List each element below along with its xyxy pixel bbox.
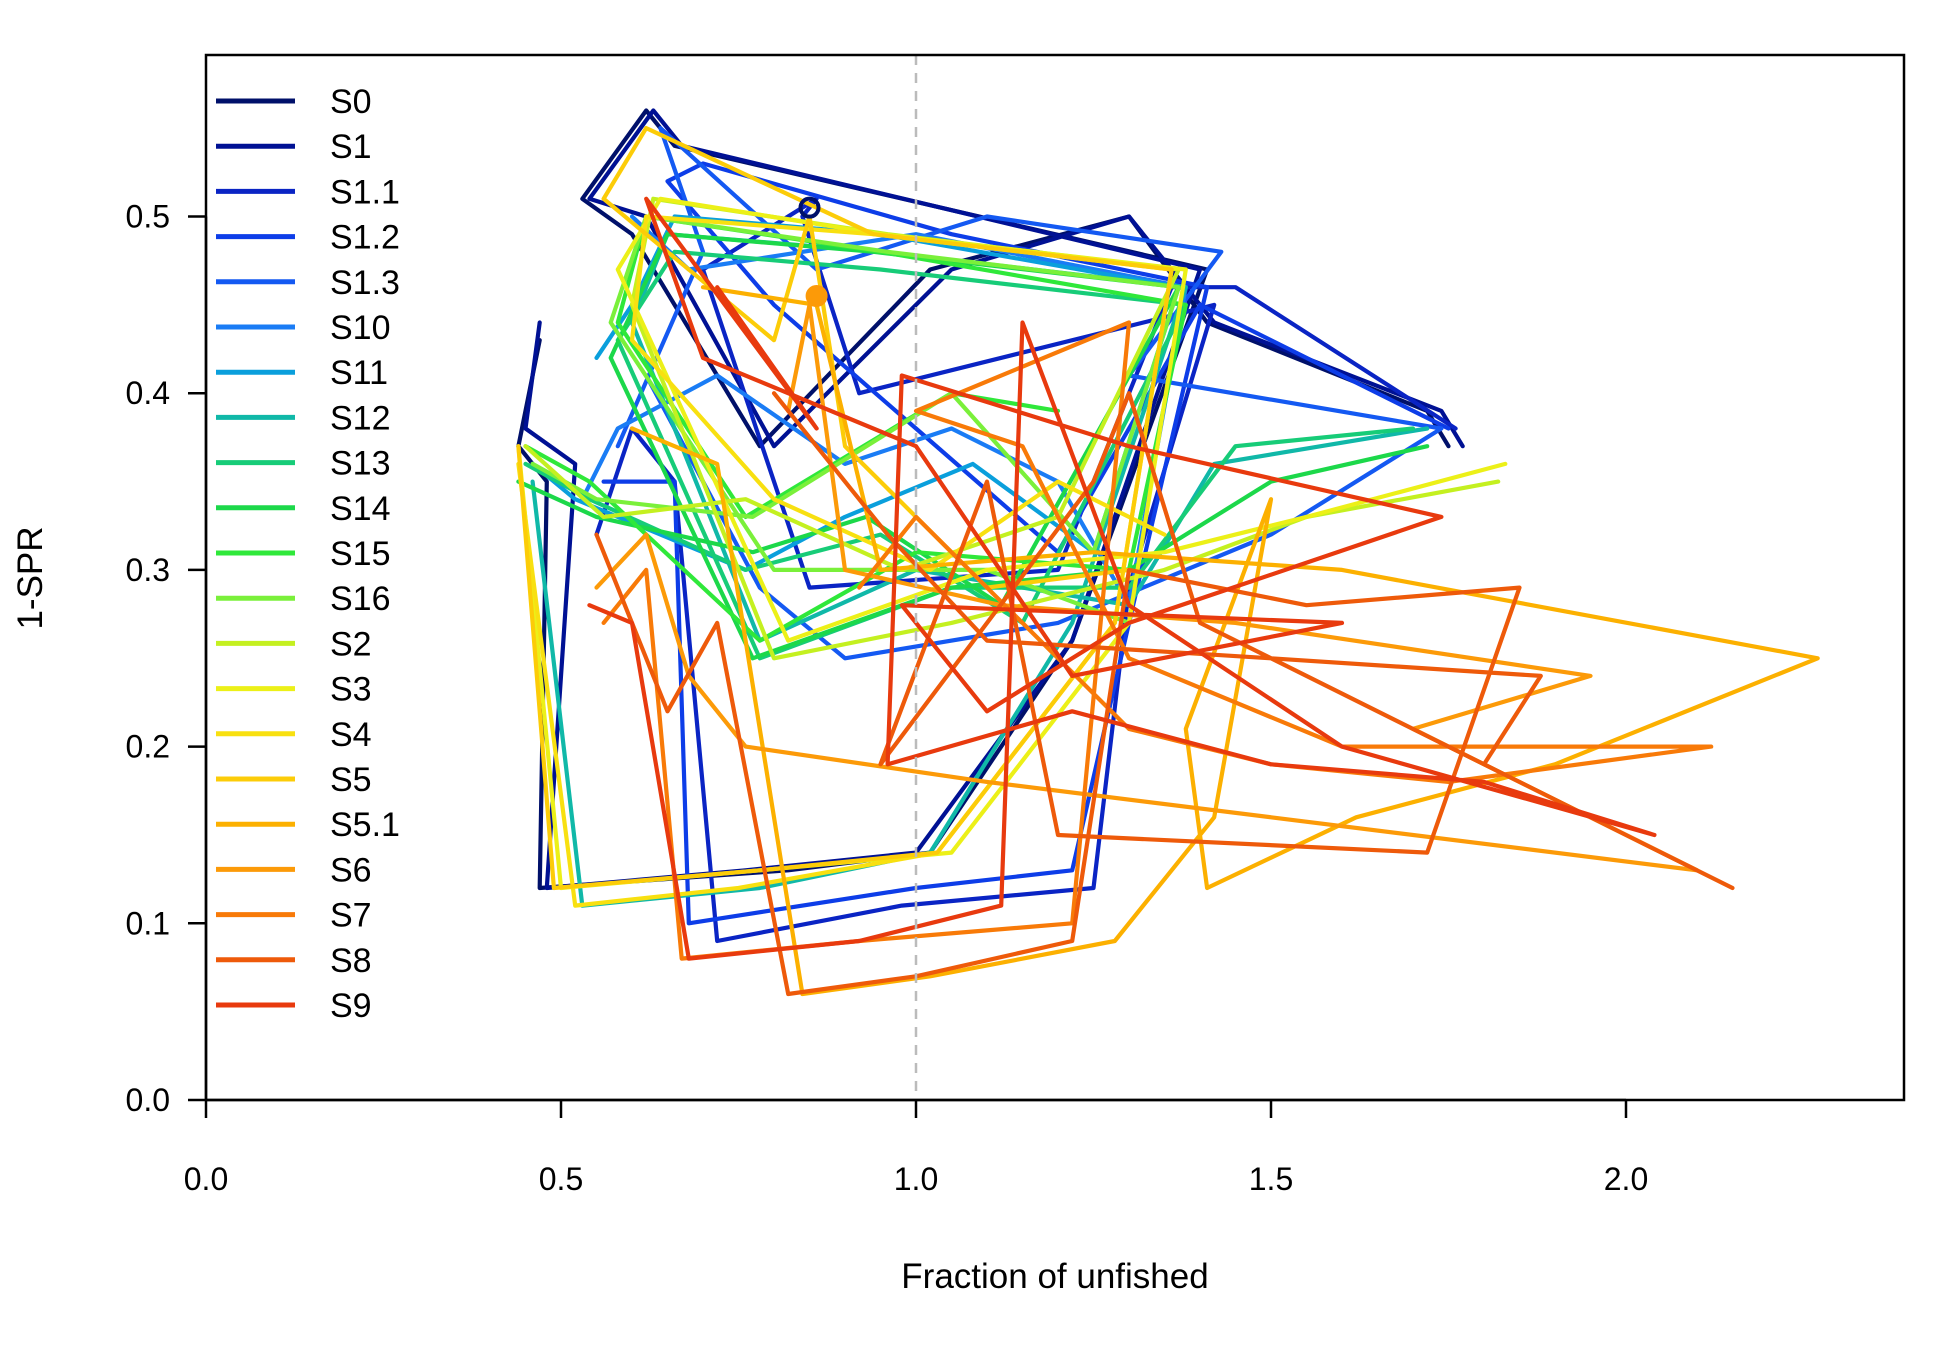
- legend: S0 S1 S1.1 S1.2 S1.3 S10 S11 S12 S13 S14 S15 S16 S2 S…: [216, 83, 400, 1025]
- legend-item-S14: S14: [216, 490, 391, 528]
- marker-S6: [805, 285, 828, 308]
- legend-item-S1: S1: [216, 128, 372, 166]
- series-line-S14: [516, 232, 1430, 661]
- series-line-S15: [523, 214, 1188, 643]
- y-tick-label: 0.1: [126, 905, 170, 941]
- legend-item-S1.2: S1.2: [216, 219, 400, 257]
- x-tick-label: 1.5: [1249, 1161, 1293, 1197]
- legend-item-S16: S16: [216, 580, 391, 618]
- legend-label: S1.2: [330, 219, 400, 257]
- legend-item-S8: S8: [216, 942, 372, 980]
- legend-label: S1.1: [330, 173, 400, 211]
- legend-label: S1: [330, 128, 372, 166]
- legend-item-S3: S3: [216, 671, 372, 709]
- marker-S0: [798, 196, 821, 219]
- x-tick-label: 0.0: [184, 1161, 228, 1197]
- legend-label: S5: [330, 761, 372, 799]
- legend-label: S11: [330, 354, 388, 392]
- legend-label: S7: [330, 897, 372, 935]
- series-line-S8: [594, 391, 1735, 997]
- series-line-S1: [523, 108, 1465, 891]
- legend-item-S13: S13: [216, 445, 391, 483]
- x-tick-label: 2.0: [1604, 1161, 1648, 1197]
- y-axis-title: 1-SPR: [11, 526, 50, 629]
- x-tick-label: 1.0: [894, 1161, 938, 1197]
- y-tick-label: 0.0: [126, 1082, 170, 1118]
- legend-item-S1.3: S1.3: [216, 264, 400, 302]
- legend-label: S12: [330, 399, 391, 437]
- legend-item-S6: S6: [216, 851, 372, 889]
- y-tick-label: 0.2: [126, 729, 170, 765]
- legend-item-S5: S5: [216, 761, 372, 799]
- legend-item-S0: S0: [216, 83, 372, 121]
- series-line-S7: [601, 320, 1714, 961]
- legend-item-S12: S12: [216, 399, 391, 437]
- legend-label: S0: [330, 83, 372, 121]
- legend-item-S5.1: S5.1: [216, 806, 400, 844]
- x-axis: 0.0 0.5 1.0 1.5 2.0: [184, 1098, 1648, 1197]
- legend-label: S9: [330, 987, 372, 1025]
- series-line-S9: [587, 196, 1657, 961]
- legend-label: S16: [330, 580, 391, 618]
- y-tick-label: 0.4: [126, 375, 170, 411]
- legend-item-S9: S9: [216, 987, 372, 1025]
- series-line-S5: [516, 126, 1174, 891]
- y-tick-label: 0.3: [126, 552, 170, 588]
- legend-label: S3: [330, 671, 372, 709]
- legend-label: S15: [330, 535, 391, 573]
- legend-label: S4: [330, 716, 372, 754]
- marker-layer: [798, 196, 828, 308]
- x-tick-label: 0.5: [539, 1161, 583, 1197]
- legend-item-S11: S11: [216, 354, 388, 392]
- y-axis: 0.0 0.1 0.2 0.3 0.4 0.5: [126, 199, 208, 1118]
- legend-label: S1.3: [330, 264, 400, 302]
- legend-label: S8: [330, 942, 372, 980]
- legend-label: S6: [330, 851, 372, 889]
- series-layer: [516, 108, 1820, 997]
- legend-label: S2: [330, 625, 372, 663]
- legend-item-S7: S7: [216, 897, 372, 935]
- legend-label: S10: [330, 309, 391, 347]
- legend-label: S13: [330, 445, 391, 483]
- legend-label: S14: [330, 490, 391, 528]
- legend-item-S2: S2: [216, 625, 372, 663]
- legend-item-S4: S4: [216, 716, 372, 754]
- legend-item-S15: S15: [216, 535, 391, 573]
- y-tick-label: 0.5: [126, 199, 170, 235]
- legend-label: S5.1: [330, 806, 400, 844]
- x-axis-title: Fraction of unfished: [901, 1257, 1208, 1296]
- legend-item-S10: S10: [216, 309, 391, 347]
- series-line-S1.2: [601, 161, 1451, 926]
- legend-item-S1.1: S1.1: [216, 173, 400, 211]
